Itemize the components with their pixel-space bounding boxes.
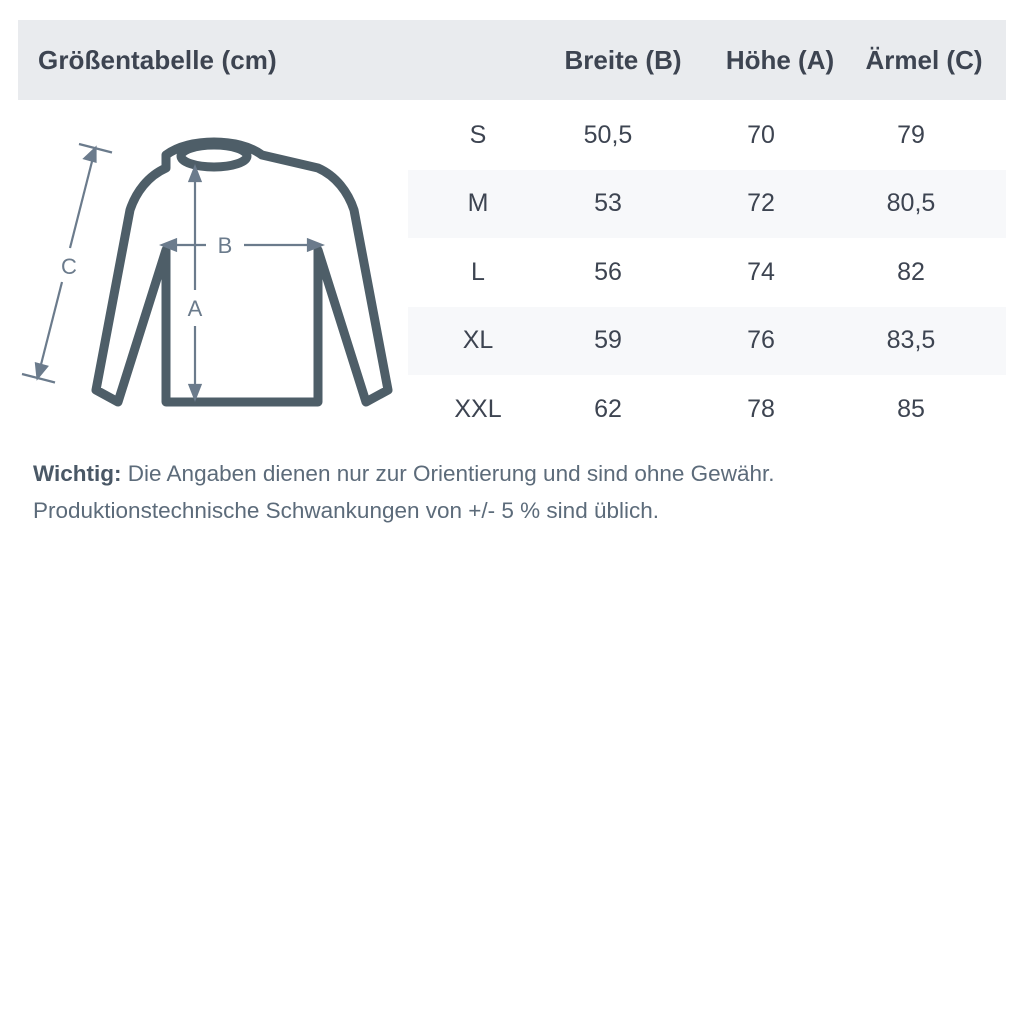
cell-aermel: 79: [897, 120, 925, 149]
cell-hoehe: 76: [747, 326, 775, 355]
label-width: B: [218, 233, 233, 258]
table-row: XXL 62 78 85: [408, 375, 1006, 444]
garment-outline-icon: [91, 137, 393, 407]
dimension-labels: B A C: [61, 233, 232, 321]
long-sleeve-shirt-diagram: B A C: [18, 130, 408, 430]
cell-size: XXL: [454, 394, 502, 423]
width-arrowhead-left: [158, 237, 178, 253]
cell-breite: 62: [594, 394, 622, 423]
cell-aermel: 80,5: [886, 189, 936, 218]
disclaimer-note: Wichtig: Die Angaben dienen nur zur Orie…: [33, 455, 993, 529]
height-arrowhead-top: [187, 163, 203, 183]
label-sleeve: C: [61, 254, 77, 279]
disclaimer-lead: Wichtig:: [33, 461, 122, 486]
cell-hoehe: 78: [747, 394, 775, 423]
sleeve-line-bottom: [39, 281, 64, 367]
cell-size: M: [467, 189, 489, 218]
width-arrowhead-right: [306, 237, 326, 253]
cell-aermel: 83,5: [886, 326, 936, 355]
cell-size: S: [469, 120, 487, 149]
cell-breite: 50,5: [583, 120, 633, 149]
table-row: XL 59 76 83,5: [408, 306, 1006, 375]
cell-breite: 56: [594, 257, 622, 286]
cell-breite: 59: [594, 326, 622, 355]
cell-hoehe: 72: [747, 189, 775, 218]
cell-hoehe: 74: [747, 257, 775, 286]
cell-aermel: 82: [897, 257, 925, 286]
disclaimer-line1: Die Angaben dienen nur zur Orientierung …: [121, 461, 775, 486]
cell-aermel: 85: [897, 394, 925, 423]
height-arrowhead-bottom: [187, 383, 203, 403]
collar-icon: [176, 140, 252, 172]
table-row: M 53 72 80,5: [408, 169, 1006, 238]
disclaimer-line2: Produktionstechnische Schwankungen von +…: [33, 498, 660, 523]
label-height: A: [188, 296, 203, 321]
page-title: Größentabelle (cm): [38, 44, 277, 75]
table-header-band: Größentabelle (cm) Breite (B) Höhe (A) Ä…: [18, 20, 1006, 100]
column-header-hoehe: Höhe (A): [725, 44, 835, 75]
size-table-body: S 50,5 70 79 M 53 72 80,5 L 56 74 82 XL …: [408, 101, 1006, 444]
cell-breite: 53: [594, 189, 622, 218]
column-header-breite: Breite (B): [564, 44, 682, 75]
dimension-lines: [21, 142, 326, 403]
column-header-aermel: Ärmel (C): [865, 44, 983, 75]
table-row: S 50,5 70 79: [408, 101, 1006, 170]
cell-hoehe: 70: [747, 120, 775, 149]
sleeve-line-top: [68, 159, 94, 249]
cell-size: L: [471, 257, 485, 286]
table-row: L 56 74 82: [408, 238, 1006, 307]
cell-size: XL: [462, 326, 494, 355]
sleeve-tick-bottom: [21, 372, 56, 384]
sleeve-arrowhead-top: [82, 145, 97, 163]
sleeve-tick-top: [78, 142, 113, 154]
sleeve-arrowhead-bottom: [34, 362, 49, 381]
